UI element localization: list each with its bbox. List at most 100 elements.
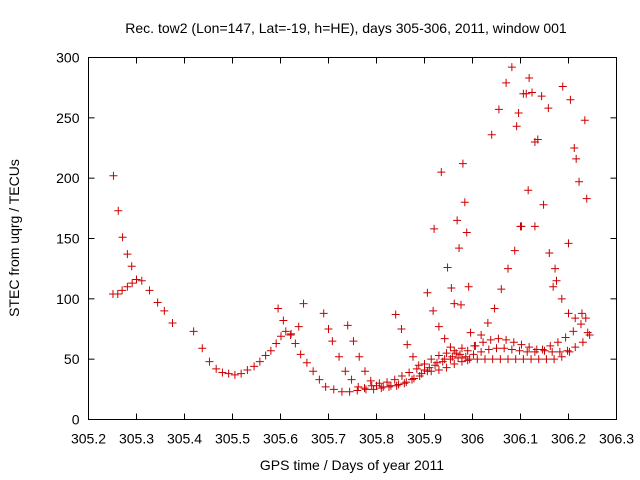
- data-point: [434, 366, 443, 375]
- data-points: [108, 63, 594, 396]
- data-point: [429, 306, 438, 315]
- data-point: [366, 376, 375, 385]
- data-point: [519, 355, 528, 364]
- data-point: [281, 327, 290, 336]
- data-point: [412, 364, 421, 373]
- data-point: [372, 381, 381, 390]
- data-point: [457, 344, 466, 353]
- data-point: [299, 299, 308, 308]
- data-point: [572, 154, 581, 163]
- data-point: [394, 380, 403, 389]
- data-point: [528, 88, 537, 97]
- x-tick-label: 305.9: [407, 431, 442, 447]
- series-2: [108, 279, 590, 394]
- data-point: [354, 382, 363, 391]
- data-point: [218, 368, 227, 377]
- x-tick-label: 305.2: [71, 431, 106, 447]
- chart-title: Rec. tow2 (Lon=147, Lat=-19, h=HE), days…: [125, 20, 567, 36]
- data-point: [343, 321, 352, 330]
- x-tick-label: 305.7: [311, 431, 346, 447]
- x-tick-label: 305.3: [119, 431, 154, 447]
- data-point: [386, 381, 395, 390]
- data-point: [153, 298, 162, 307]
- data-point: [456, 300, 465, 309]
- data-point: [287, 329, 296, 338]
- data-point: [504, 355, 513, 364]
- y-axis-label: STEC from uqrg / TECUs: [6, 159, 22, 317]
- data-point: [377, 384, 386, 393]
- data-point: [442, 349, 451, 358]
- data-point: [516, 222, 525, 231]
- data-point: [123, 250, 132, 259]
- data-point: [494, 334, 503, 343]
- data-point: [483, 318, 492, 327]
- data-point: [448, 352, 457, 361]
- data-point: [564, 239, 573, 248]
- data-point: [360, 384, 369, 393]
- data-point: [551, 264, 560, 273]
- data-point: [537, 92, 546, 101]
- data-point: [434, 351, 443, 360]
- data-point: [575, 177, 584, 186]
- data-point: [224, 369, 233, 378]
- data-point: [487, 130, 496, 139]
- data-point: [456, 350, 465, 359]
- data-point: [443, 263, 452, 272]
- data-point: [502, 78, 511, 87]
- data-point: [127, 262, 136, 271]
- data-point: [397, 372, 406, 381]
- data-point: [427, 355, 436, 364]
- x-tick-label: 305.4: [167, 431, 202, 447]
- data-point: [430, 224, 439, 233]
- x-tick-label: 306.3: [599, 431, 634, 447]
- data-point: [566, 95, 575, 104]
- data-point: [440, 355, 449, 364]
- data-point: [577, 309, 586, 318]
- axis-ticks: [88, 57, 617, 420]
- data-point: [114, 206, 123, 215]
- data-point: [507, 345, 516, 354]
- data-point: [353, 386, 362, 395]
- data-point: [274, 304, 283, 313]
- data-point: [540, 346, 549, 355]
- data-point: [510, 246, 519, 255]
- data-point: [494, 105, 503, 114]
- data-point: [266, 346, 275, 355]
- data-point: [488, 355, 497, 364]
- data-point: [302, 358, 311, 367]
- data-point: [437, 168, 446, 177]
- data-point: [533, 135, 542, 144]
- data-point: [542, 355, 551, 364]
- data-point: [414, 361, 423, 370]
- data-point: [132, 275, 141, 284]
- data-point: [570, 144, 579, 152]
- y-tick-label: 250: [56, 110, 80, 126]
- data-point: [408, 352, 417, 361]
- data-point: [462, 228, 471, 237]
- y-tick-label: 200: [56, 170, 80, 186]
- axis-tick-labels: 305.2 305.3 305.4 305.5 305.6 305.7 305.8 305.9…: [56, 50, 634, 447]
- data-point: [137, 276, 146, 285]
- data-point: [337, 387, 346, 396]
- data-point: [360, 367, 369, 376]
- data-point: [329, 385, 338, 394]
- data-point: [582, 194, 591, 203]
- data-point: [477, 331, 486, 340]
- data-point: [523, 347, 532, 356]
- data-point: [497, 285, 506, 294]
- data-point: [109, 171, 118, 180]
- series-3: [343, 321, 587, 391]
- data-point: [118, 286, 127, 295]
- data-point: [250, 362, 259, 371]
- data-point: [576, 320, 585, 329]
- data-point: [309, 367, 318, 376]
- data-point: [434, 322, 443, 331]
- x-tick-label: 306.1: [503, 431, 538, 447]
- data-point: [460, 198, 469, 207]
- data-point: [397, 325, 406, 333]
- data-point: [473, 355, 482, 364]
- data-point: [480, 355, 489, 364]
- y-tick-label: 50: [64, 351, 80, 367]
- data-point: [524, 186, 533, 195]
